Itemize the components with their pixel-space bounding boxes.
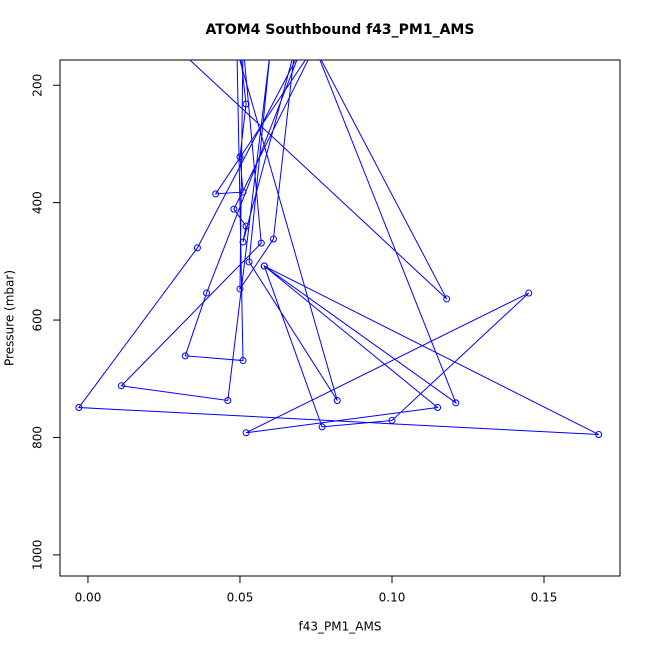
point <box>239 357 247 365</box>
y-tick-label: 1000 <box>31 540 45 571</box>
point <box>212 190 220 198</box>
point <box>333 396 341 404</box>
y-tick-label: 800 <box>31 426 45 449</box>
point <box>242 222 250 230</box>
point <box>230 205 238 213</box>
y-tick-label: 400 <box>31 191 45 214</box>
x-tick-label: 0.15 <box>531 591 558 605</box>
x-tick-label: 0.00 <box>75 591 102 605</box>
point <box>595 431 603 439</box>
point <box>117 382 125 390</box>
point <box>245 258 253 266</box>
point <box>239 188 247 196</box>
plot-area <box>75 60 603 439</box>
point <box>242 429 250 437</box>
point <box>318 423 326 431</box>
x-tick-label: 0.05 <box>227 591 254 605</box>
point <box>75 404 83 412</box>
point <box>434 404 442 412</box>
point <box>181 352 189 360</box>
chart-title: ATOM4 Southbound f43_PM1_AMS <box>206 22 475 38</box>
point <box>236 153 244 161</box>
point <box>203 289 211 297</box>
point <box>257 239 265 247</box>
point <box>525 289 533 297</box>
point <box>236 285 244 293</box>
point <box>239 238 247 246</box>
y-axis-label: Pressure (mbar) <box>3 270 17 366</box>
point <box>452 399 460 407</box>
x-tick-label: 0.10 <box>379 591 406 605</box>
point <box>269 235 277 243</box>
point <box>388 416 396 424</box>
point <box>224 396 232 404</box>
point <box>193 244 201 252</box>
point <box>443 295 451 303</box>
plot-frame <box>59 59 621 577</box>
point <box>242 100 250 108</box>
point <box>260 262 268 270</box>
y-tick-label: 600 <box>31 309 45 332</box>
y-tick-label: 200 <box>31 74 45 97</box>
x-axis-label: f43_PM1_AMS <box>299 620 382 634</box>
